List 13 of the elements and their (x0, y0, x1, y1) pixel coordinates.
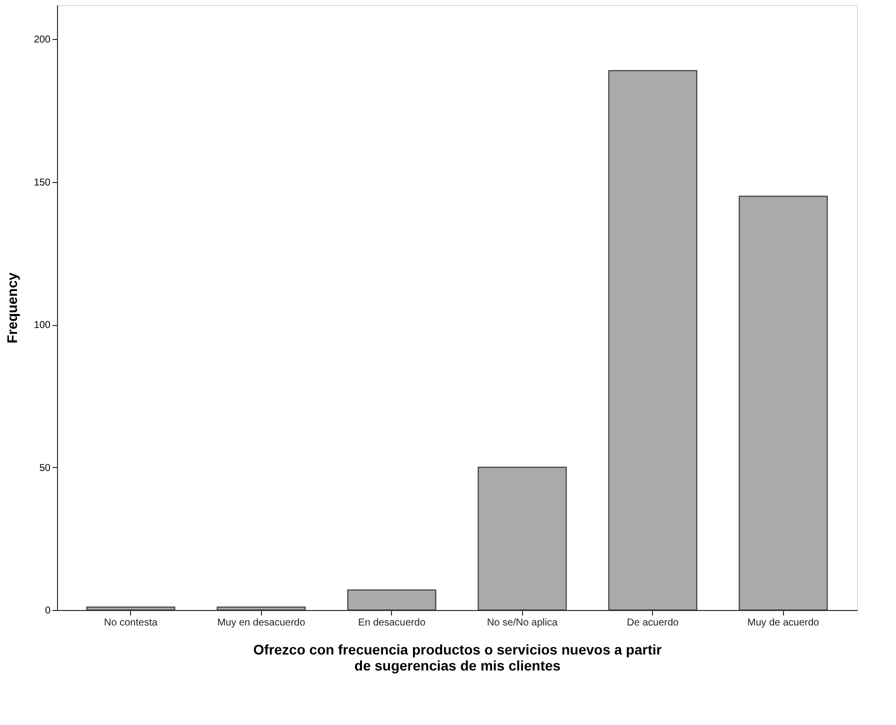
x-tick-label: Muy de acuerdo (747, 618, 820, 628)
y-tick-label: 200 (34, 34, 51, 46)
y-tick-label: 150 (34, 177, 51, 188)
y-tick-label: 100 (34, 320, 51, 332)
x-tick-label: No se/No aplica (486, 618, 558, 628)
y-tick-label: 50 (39, 462, 51, 474)
x-tick-label: Muy en desacuerdo (217, 618, 306, 628)
y-tick-label: 0 (44, 606, 51, 616)
x-tick-label: En desacuerdo (358, 618, 426, 628)
x-tick-label: De acuerdo (626, 618, 680, 628)
y-axis-title: Frequency (4, 272, 20, 344)
x-axis-title: Ofrezco con frecuencia productos o servicios nuevos a partir de sugerencias de mis clientes (253, 642, 662, 674)
x-tick-label: No contesta (104, 618, 158, 628)
